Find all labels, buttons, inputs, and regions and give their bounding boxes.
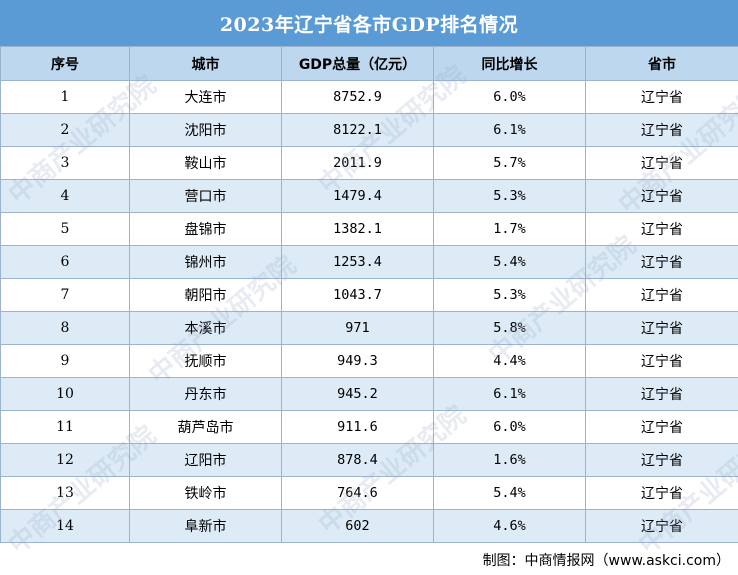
city-cell: 本溪市 [129, 311, 282, 345]
province-cell: 辽宁省 [585, 311, 738, 345]
growth-cell: 5.3% [433, 278, 586, 312]
source-credit: 制图：中商情报网（www.askci.com） [482, 553, 730, 569]
province-cell: 辽宁省 [585, 443, 738, 477]
growth-cell: 4.4% [433, 344, 586, 378]
rank-cell: 6 [0, 245, 130, 279]
city-cell: 锦州市 [129, 245, 282, 279]
city-cell: 铁岭市 [129, 476, 282, 510]
province-cell: 辽宁省 [585, 146, 738, 180]
city-cell: 辽阳市 [129, 443, 282, 477]
gdp-cell: 2011.9 [281, 146, 434, 180]
table-row: 12 辽阳市 878.4 1.6% 辽宁省 [0, 443, 738, 477]
rank-cell: 8 [0, 311, 130, 345]
rank-cell: 7 [0, 278, 130, 312]
province-cell: 辽宁省 [585, 377, 738, 411]
table-row: 1 大连市 8752.9 6.0% 辽宁省 [0, 80, 738, 114]
gdp-cell: 8752.9 [281, 80, 434, 114]
gdp-cell: 602 [281, 509, 434, 543]
gdp-cell: 1382.1 [281, 212, 434, 246]
growth-cell: 4.6% [433, 509, 586, 543]
table-row: 13 铁岭市 764.6 5.4% 辽宁省 [0, 476, 738, 510]
rank-cell: 3 [0, 146, 130, 180]
rank-cell: 9 [0, 344, 130, 378]
gdp-cell: 1479.4 [281, 179, 434, 213]
header-gdp: GDP总量（亿元） [281, 46, 434, 81]
table-row: 11 葫芦岛市 911.6 6.0% 辽宁省 [0, 410, 738, 444]
header-city: 城市 [129, 46, 282, 81]
growth-cell: 6.0% [433, 80, 586, 114]
growth-cell: 5.8% [433, 311, 586, 345]
province-cell: 辽宁省 [585, 212, 738, 246]
rank-cell: 11 [0, 410, 130, 444]
province-cell: 辽宁省 [585, 509, 738, 543]
province-cell: 辽宁省 [585, 245, 738, 279]
province-cell: 辽宁省 [585, 344, 738, 378]
gdp-cell: 911.6 [281, 410, 434, 444]
growth-cell: 1.6% [433, 443, 586, 477]
gdp-cell: 764.6 [281, 476, 434, 510]
table-row: 5 盘锦市 1382.1 1.7% 辽宁省 [0, 212, 738, 246]
province-cell: 辽宁省 [585, 476, 738, 510]
header-rank: 序号 [0, 46, 130, 81]
growth-cell: 5.7% [433, 146, 586, 180]
table-row: 8 本溪市 971 5.8% 辽宁省 [0, 311, 738, 345]
city-cell: 抚顺市 [129, 344, 282, 378]
gdp-cell: 949.3 [281, 344, 434, 378]
rank-cell: 2 [0, 113, 130, 147]
province-cell: 辽宁省 [585, 113, 738, 147]
gdp-ranking-table: 序号 城市 GDP总量（亿元） 同比增长 省市 1 大连市 8752.9 6.0% 辽宁… [0, 46, 738, 543]
gdp-cell: 8122.1 [281, 113, 434, 147]
city-cell: 葫芦岛市 [129, 410, 282, 444]
table-body: 1 大连市 8752.9 6.0% 辽宁省 2 沈阳市 8122.1 6.1% 辽宁省 3 鞍山市 20… [0, 80, 738, 543]
table-row: 4 营口市 1479.4 5.3% 辽宁省 [0, 179, 738, 213]
province-cell: 辽宁省 [585, 179, 738, 213]
growth-cell: 5.4% [433, 476, 586, 510]
header-growth: 同比增长 [433, 46, 586, 81]
table-title: 2023年辽宁省各市GDP排名情况 [0, 0, 738, 46]
table-row: 2 沈阳市 8122.1 6.1% 辽宁省 [0, 113, 738, 147]
table-row: 7 朝阳市 1043.7 5.3% 辽宁省 [0, 278, 738, 312]
city-cell: 盘锦市 [129, 212, 282, 246]
gdp-cell: 1253.4 [281, 245, 434, 279]
city-cell: 大连市 [129, 80, 282, 114]
province-cell: 辽宁省 [585, 278, 738, 312]
gdp-cell: 971 [281, 311, 434, 345]
rank-cell: 4 [0, 179, 130, 213]
rank-cell: 10 [0, 377, 130, 411]
table-row: 14 阜新市 602 4.6% 辽宁省 [0, 509, 738, 543]
gdp-cell: 878.4 [281, 443, 434, 477]
rank-cell: 1 [0, 80, 130, 114]
growth-cell: 6.1% [433, 113, 586, 147]
growth-cell: 6.1% [433, 377, 586, 411]
growth-cell: 5.4% [433, 245, 586, 279]
table-row: 9 抚顺市 949.3 4.4% 辽宁省 [0, 344, 738, 378]
city-cell: 朝阳市 [129, 278, 282, 312]
growth-cell: 1.7% [433, 212, 586, 246]
header-row: 序号 城市 GDP总量（亿元） 同比增长 省市 [0, 46, 738, 81]
city-cell: 鞍山市 [129, 146, 282, 180]
city-cell: 营口市 [129, 179, 282, 213]
growth-cell: 6.0% [433, 410, 586, 444]
gdp-cell: 945.2 [281, 377, 434, 411]
province-cell: 辽宁省 [585, 410, 738, 444]
rank-cell: 5 [0, 212, 130, 246]
gdp-cell: 1043.7 [281, 278, 434, 312]
header-province: 省市 [585, 46, 738, 81]
city-cell: 沈阳市 [129, 113, 282, 147]
rank-cell: 13 [0, 476, 130, 510]
rank-cell: 14 [0, 509, 130, 543]
table-row: 6 锦州市 1253.4 5.4% 辽宁省 [0, 245, 738, 279]
table-row: 10 丹东市 945.2 6.1% 辽宁省 [0, 377, 738, 411]
rank-cell: 12 [0, 443, 130, 477]
province-cell: 辽宁省 [585, 80, 738, 114]
table-row: 3 鞍山市 2011.9 5.7% 辽宁省 [0, 146, 738, 180]
growth-cell: 5.3% [433, 179, 586, 213]
city-cell: 阜新市 [129, 509, 282, 543]
city-cell: 丹东市 [129, 377, 282, 411]
